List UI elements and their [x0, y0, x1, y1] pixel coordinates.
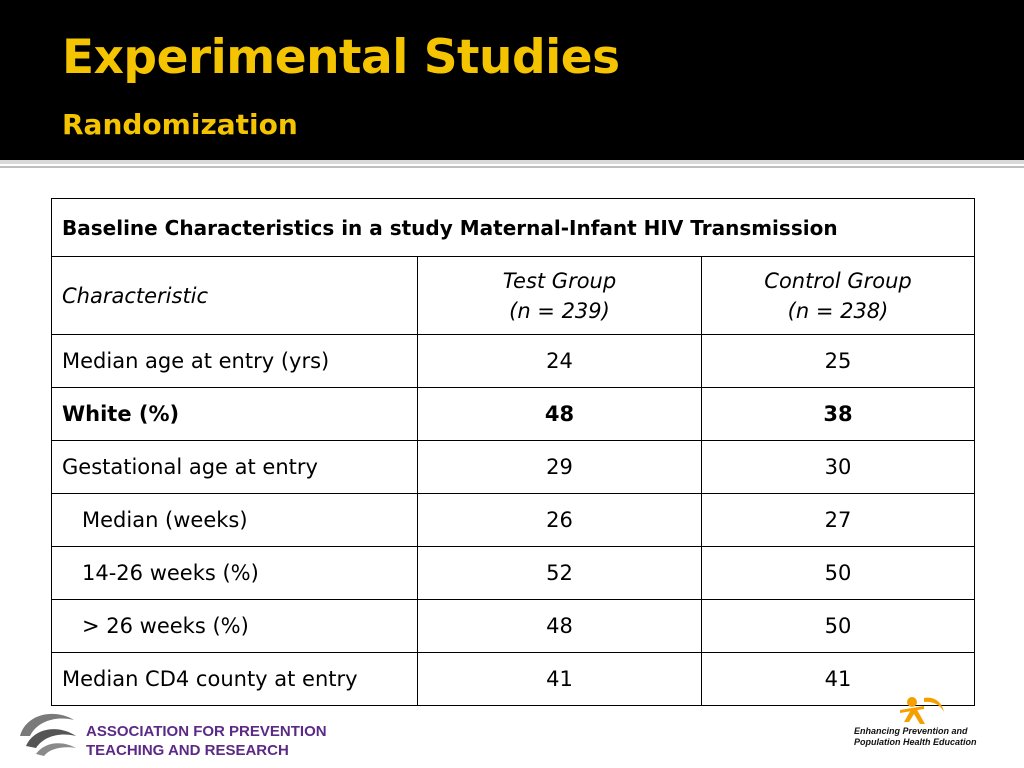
ep-logo-line1: Enhancing Prevention and [854, 726, 968, 736]
header-test-group: Test Group (n = 239) [417, 256, 702, 335]
header-characteristic: Characteristic [51, 256, 418, 335]
ep-logo-line2: Population Health Education [854, 737, 977, 747]
enhancing-prevention-figure-icon [900, 697, 944, 724]
row-label: 14-26 weeks (%) [51, 546, 418, 600]
slide-title: Experimental Studies [62, 30, 620, 85]
row-test-value: 24 [417, 334, 702, 388]
divider-rule-secondary [0, 166, 1024, 168]
apt-logo-line1: ASSOCIATION FOR PREVENTION [86, 723, 327, 740]
row-test-value: 48 [417, 387, 702, 441]
baseline-characteristics-table: Baseline Characteristics in a study Mate… [50, 198, 976, 706]
row-label: > 26 weeks (%) [51, 599, 418, 653]
row-test-value: 26 [417, 493, 702, 547]
row-test-value: 29 [417, 440, 702, 494]
row-label: Median (weeks) [51, 493, 418, 547]
slide-subtitle: Randomization [62, 108, 298, 141]
row-test-value: 48 [417, 599, 702, 653]
row-label: Median age at entry (yrs) [51, 334, 418, 388]
row-test-value: 41 [417, 652, 702, 706]
table-header-row: Characteristic Test Group (n = 239) Cont… [51, 256, 976, 335]
table-row: Median age at entry (yrs) 24 25 [51, 334, 976, 388]
apt-logo-text: ASSOCIATION FOR PREVENTION TEACHING AND … [86, 722, 327, 760]
row-label: Median CD4 county at entry [51, 652, 418, 706]
table-row: Median (weeks) 26 27 [51, 493, 976, 547]
apt-logo-line2: TEACHING AND RESEARCH [86, 742, 289, 759]
row-control-value: 50 [700, 599, 976, 653]
header-control-group: Control Group (n = 238) [700, 256, 976, 335]
ep-logo-text: Enhancing Prevention and Population Heal… [854, 726, 977, 748]
table-row: > 26 weeks (%) 48 50 [51, 599, 976, 653]
row-label: Gestational age at entry [51, 440, 418, 494]
row-control-value: 41 [700, 652, 976, 706]
apt-wave-logo-icon [20, 713, 76, 756]
title-bar: Experimental Studies Randomization [0, 0, 1024, 160]
row-control-value: 27 [700, 493, 976, 547]
row-test-value: 52 [417, 546, 702, 600]
table-row: 14-26 weeks (%) 52 50 [51, 546, 976, 600]
row-control-value: 50 [700, 546, 976, 600]
table-row: Gestational age at entry 29 30 [51, 440, 976, 494]
table-row: White (%) 48 38 [51, 387, 976, 441]
header-control-group-n: (n = 238) [787, 298, 889, 323]
row-label: White (%) [51, 387, 418, 441]
header-test-group-label: Test Group [502, 268, 617, 293]
table-caption-row: Baseline Characteristics in a study Mate… [50, 198, 976, 257]
table-caption: Baseline Characteristics in a study Mate… [50, 198, 976, 257]
header-test-group-n: (n = 239) [509, 298, 610, 323]
header-control-group-label: Control Group [764, 268, 912, 293]
table-row: Median CD4 county at entry 41 41 [51, 652, 976, 706]
row-control-value: 30 [700, 440, 976, 494]
row-control-value: 38 [700, 387, 976, 441]
row-control-value: 25 [700, 334, 976, 388]
divider-rule [0, 160, 1024, 164]
